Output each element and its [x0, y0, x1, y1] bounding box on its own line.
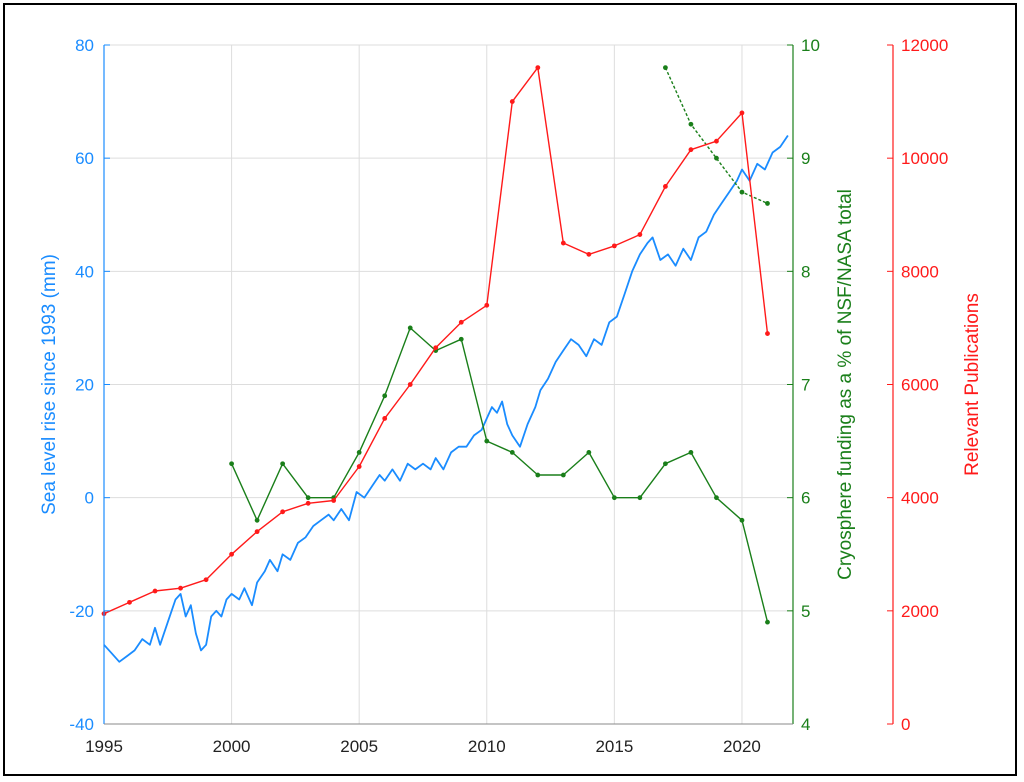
- data-point-pubs: [688, 147, 694, 153]
- series-line-funding-2: [664, 67, 768, 205]
- data-point-funding: [688, 450, 694, 455]
- data-point-funding: [739, 517, 745, 523]
- chart-frame: [3, 3, 1017, 776]
- sea-tick-label: -20: [69, 602, 94, 621]
- pubs-tick-label: 12000: [901, 36, 948, 55]
- x-tick-label: 2005: [340, 737, 378, 756]
- funding-axis-title: Cryosphere funding as a % of NSF/NASA to…: [835, 189, 856, 580]
- data-point-funding: [663, 65, 668, 71]
- sea-tick-label: 40: [75, 262, 94, 281]
- data-point-funding: [560, 472, 566, 478]
- data-point-funding: [382, 393, 388, 399]
- funding-tick-label: 7: [801, 376, 810, 395]
- data-point-pubs: [407, 382, 413, 387]
- data-point-funding: [739, 189, 745, 195]
- data-point-funding: [586, 450, 592, 455]
- data-point-funding: [663, 461, 668, 467]
- funding-tick-label: 6: [801, 489, 810, 508]
- pubs-tick-label: 6000: [901, 376, 939, 395]
- grid-lines: [103, 44, 793, 725]
- funding-tick-label: 5: [801, 602, 810, 621]
- pubs-tick-label: 0: [901, 715, 910, 734]
- sea-tick-label: 60: [75, 149, 94, 168]
- data-point-pubs: [331, 498, 337, 503]
- data-point-pubs: [663, 184, 668, 189]
- data-point-pubs: [229, 551, 234, 557]
- sea-tick-label: -40: [69, 715, 94, 734]
- x-tick-label: 2020: [723, 737, 761, 756]
- data-point-funding: [637, 495, 643, 501]
- x-tick-label: 2010: [468, 737, 506, 756]
- data-point-funding: [509, 450, 515, 455]
- pubs-axis-title: Relevant Publications: [962, 293, 983, 476]
- data-point-funding: [611, 495, 617, 501]
- data-point-pubs: [178, 585, 183, 591]
- funding-tick-label: 9: [801, 149, 810, 168]
- data-point-funding: [688, 121, 694, 127]
- data-point-funding: [407, 325, 413, 331]
- data-point-funding: [765, 619, 770, 625]
- pubs-tick-label: 10000: [901, 149, 948, 168]
- series-line-pubs-3: [103, 66, 769, 615]
- data-point-funding: [254, 517, 260, 523]
- data-point-pubs: [203, 577, 209, 583]
- x-tick-label: 1995: [85, 737, 123, 756]
- data-point-pubs: [127, 599, 132, 605]
- data-point-pubs: [356, 464, 362, 469]
- data-point-pubs: [586, 251, 592, 257]
- series-line-funding-1: [230, 327, 769, 623]
- data-point-funding: [356, 450, 362, 455]
- data-point-pubs: [254, 529, 260, 535]
- data-point-pubs: [433, 345, 439, 351]
- data-point-funding: [280, 461, 286, 467]
- data-point-pubs: [484, 302, 490, 308]
- data-point-pubs: [535, 65, 541, 71]
- data-point-pubs: [739, 110, 745, 116]
- data-point-pubs: [637, 232, 643, 237]
- data-point-pubs: [560, 240, 566, 246]
- data-point-funding: [765, 201, 770, 206]
- pubs-tick-label: 8000: [901, 262, 939, 281]
- data-point-funding: [714, 155, 719, 161]
- funding-tick-label: 10: [801, 36, 820, 55]
- data-point-pubs: [611, 243, 617, 249]
- axes-layer: [103, 44, 894, 725]
- sea-axis-title: Sea level rise since 1993 (mm): [39, 254, 60, 515]
- x-tick-label: 2000: [213, 737, 251, 756]
- data-point-funding: [535, 472, 541, 478]
- series-layer: [101, 65, 789, 663]
- data-point-funding: [305, 495, 311, 501]
- data-point-pubs: [152, 588, 158, 594]
- labels-layer: 1995 2000 2005 2010 2015 2020-40-200204060804…: [39, 36, 983, 756]
- x-tick-label: 2015: [595, 737, 633, 756]
- series-line-sea-0: [103, 134, 789, 663]
- data-point-pubs: [509, 99, 515, 104]
- funding-tick-label: 8: [801, 262, 810, 281]
- data-point-funding: [714, 495, 719, 501]
- pubs-tick-label: 2000: [901, 602, 939, 621]
- data-point-pubs: [305, 500, 311, 506]
- data-point-funding: [484, 438, 490, 444]
- data-point-funding: [458, 336, 464, 342]
- funding-tick-label: 4: [801, 715, 810, 734]
- sea-tick-label: 80: [75, 36, 94, 55]
- data-point-pubs: [458, 319, 464, 325]
- data-point-pubs: [280, 509, 286, 515]
- data-point-funding: [229, 461, 234, 467]
- sea-tick-label: 20: [75, 376, 94, 395]
- pubs-tick-label: 4000: [901, 489, 939, 508]
- data-point-pubs: [382, 416, 388, 421]
- data-point-pubs: [765, 331, 770, 336]
- sea-tick-label: 0: [85, 489, 94, 508]
- data-point-pubs: [714, 138, 719, 144]
